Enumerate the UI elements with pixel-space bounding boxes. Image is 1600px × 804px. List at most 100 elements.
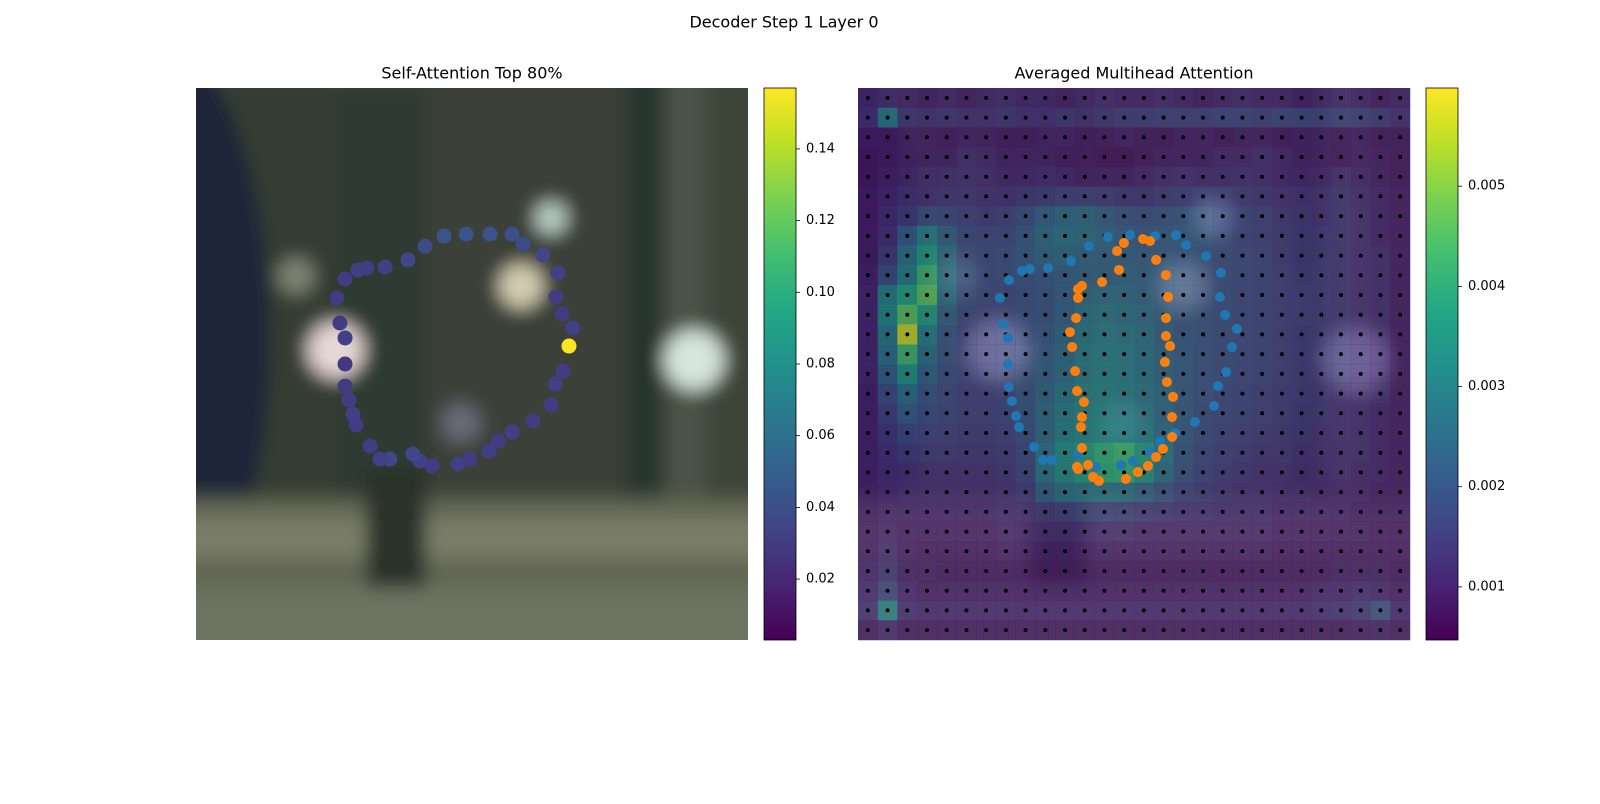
query-dot [1141,352,1146,357]
query-dot [1023,214,1028,219]
query-dot [964,95,969,100]
query-dot [885,253,890,258]
query-dot [1063,470,1067,475]
query-dot [925,588,929,593]
query-dot [865,95,870,100]
query-dot [1398,194,1403,199]
keypoint [1010,411,1021,422]
query-dot [1122,352,1127,357]
query-dot [1319,293,1324,297]
query-dot [1260,411,1265,416]
query-dot [1299,233,1304,238]
query-dot [1063,233,1067,238]
query-dot [1102,273,1107,278]
query-dot [964,233,969,238]
keypoint [1076,412,1087,423]
query-dot [1023,253,1028,258]
query-dot [1102,509,1107,514]
keypoint [1072,461,1083,472]
query-dot [1378,490,1383,495]
query-dot [1378,273,1383,278]
query-dot [1003,411,1008,416]
query-dot [1201,115,1205,120]
query-dot [1063,174,1067,179]
query-dot [905,233,910,238]
query-dot [1003,194,1008,199]
query-dot [1161,608,1166,613]
keypoint [1003,332,1014,343]
query-dot [1141,253,1146,258]
query-dot [1003,352,1008,357]
query-dot [1102,628,1107,633]
query-dot [1220,411,1225,416]
query-dot [1240,174,1245,179]
query-dot [1102,569,1107,573]
query-dot [1279,588,1284,593]
query-dot [1023,155,1028,159]
query-dot [1240,549,1245,554]
query-dot [1339,312,1343,317]
query-dot [1122,95,1127,100]
query-dot [1339,450,1343,455]
query-dot [1102,431,1107,435]
query-dot [1023,174,1028,179]
query-dot [1043,352,1048,357]
query-dot [1141,529,1146,534]
attention-point [337,356,353,372]
query-dot [1201,549,1205,554]
query-dot [1003,450,1008,455]
query-dot [1240,529,1245,534]
query-dot [885,391,890,396]
query-dot [1003,174,1008,179]
query-dot [1161,549,1166,554]
query-dot [925,174,929,179]
query-dot [1260,371,1265,376]
query-dot [1043,115,1048,120]
query-dot [1339,569,1343,573]
query-dot [1063,450,1067,455]
query-dot [1378,391,1383,396]
query-dot [865,115,870,120]
query-dot [1378,371,1383,376]
query-dot [944,155,949,159]
query-dot [964,194,969,199]
query-dot [1240,214,1245,219]
query-dot [1181,490,1186,495]
query-dot [1319,431,1324,435]
query-dot [925,411,929,416]
query-dot [1181,411,1186,416]
attention-point [525,413,541,429]
attention-point [565,320,581,336]
query-dot [865,371,870,376]
colorbar-tick-label: 0.10 [806,285,835,300]
query-dot [1398,253,1403,258]
query-dot [1201,214,1205,219]
query-dot [905,312,910,317]
query-dot [1358,391,1363,396]
query-dot [885,312,890,317]
query-dot [1358,135,1363,140]
query-dot [1161,411,1166,416]
keypoint [1151,254,1162,265]
query-dot [1220,529,1225,534]
keypoint [1214,291,1225,302]
query-dot [1260,332,1265,337]
query-dot [1339,371,1343,376]
query-dot [984,352,989,357]
query-dot [984,214,989,219]
query-dot [1082,431,1087,435]
query-dot [1398,391,1403,396]
query-dot [1023,628,1028,633]
query-dot [1319,135,1324,140]
keypoint [1160,331,1171,342]
query-dot [1063,569,1067,573]
query-dot [1339,155,1343,159]
query-dot [1319,509,1324,514]
query-dot [944,431,949,435]
query-dot [1003,371,1008,376]
query-dot [1102,332,1107,337]
query-dot [925,371,929,376]
query-dot [925,95,929,100]
query-dot [905,470,910,475]
keypoint [1160,270,1171,281]
